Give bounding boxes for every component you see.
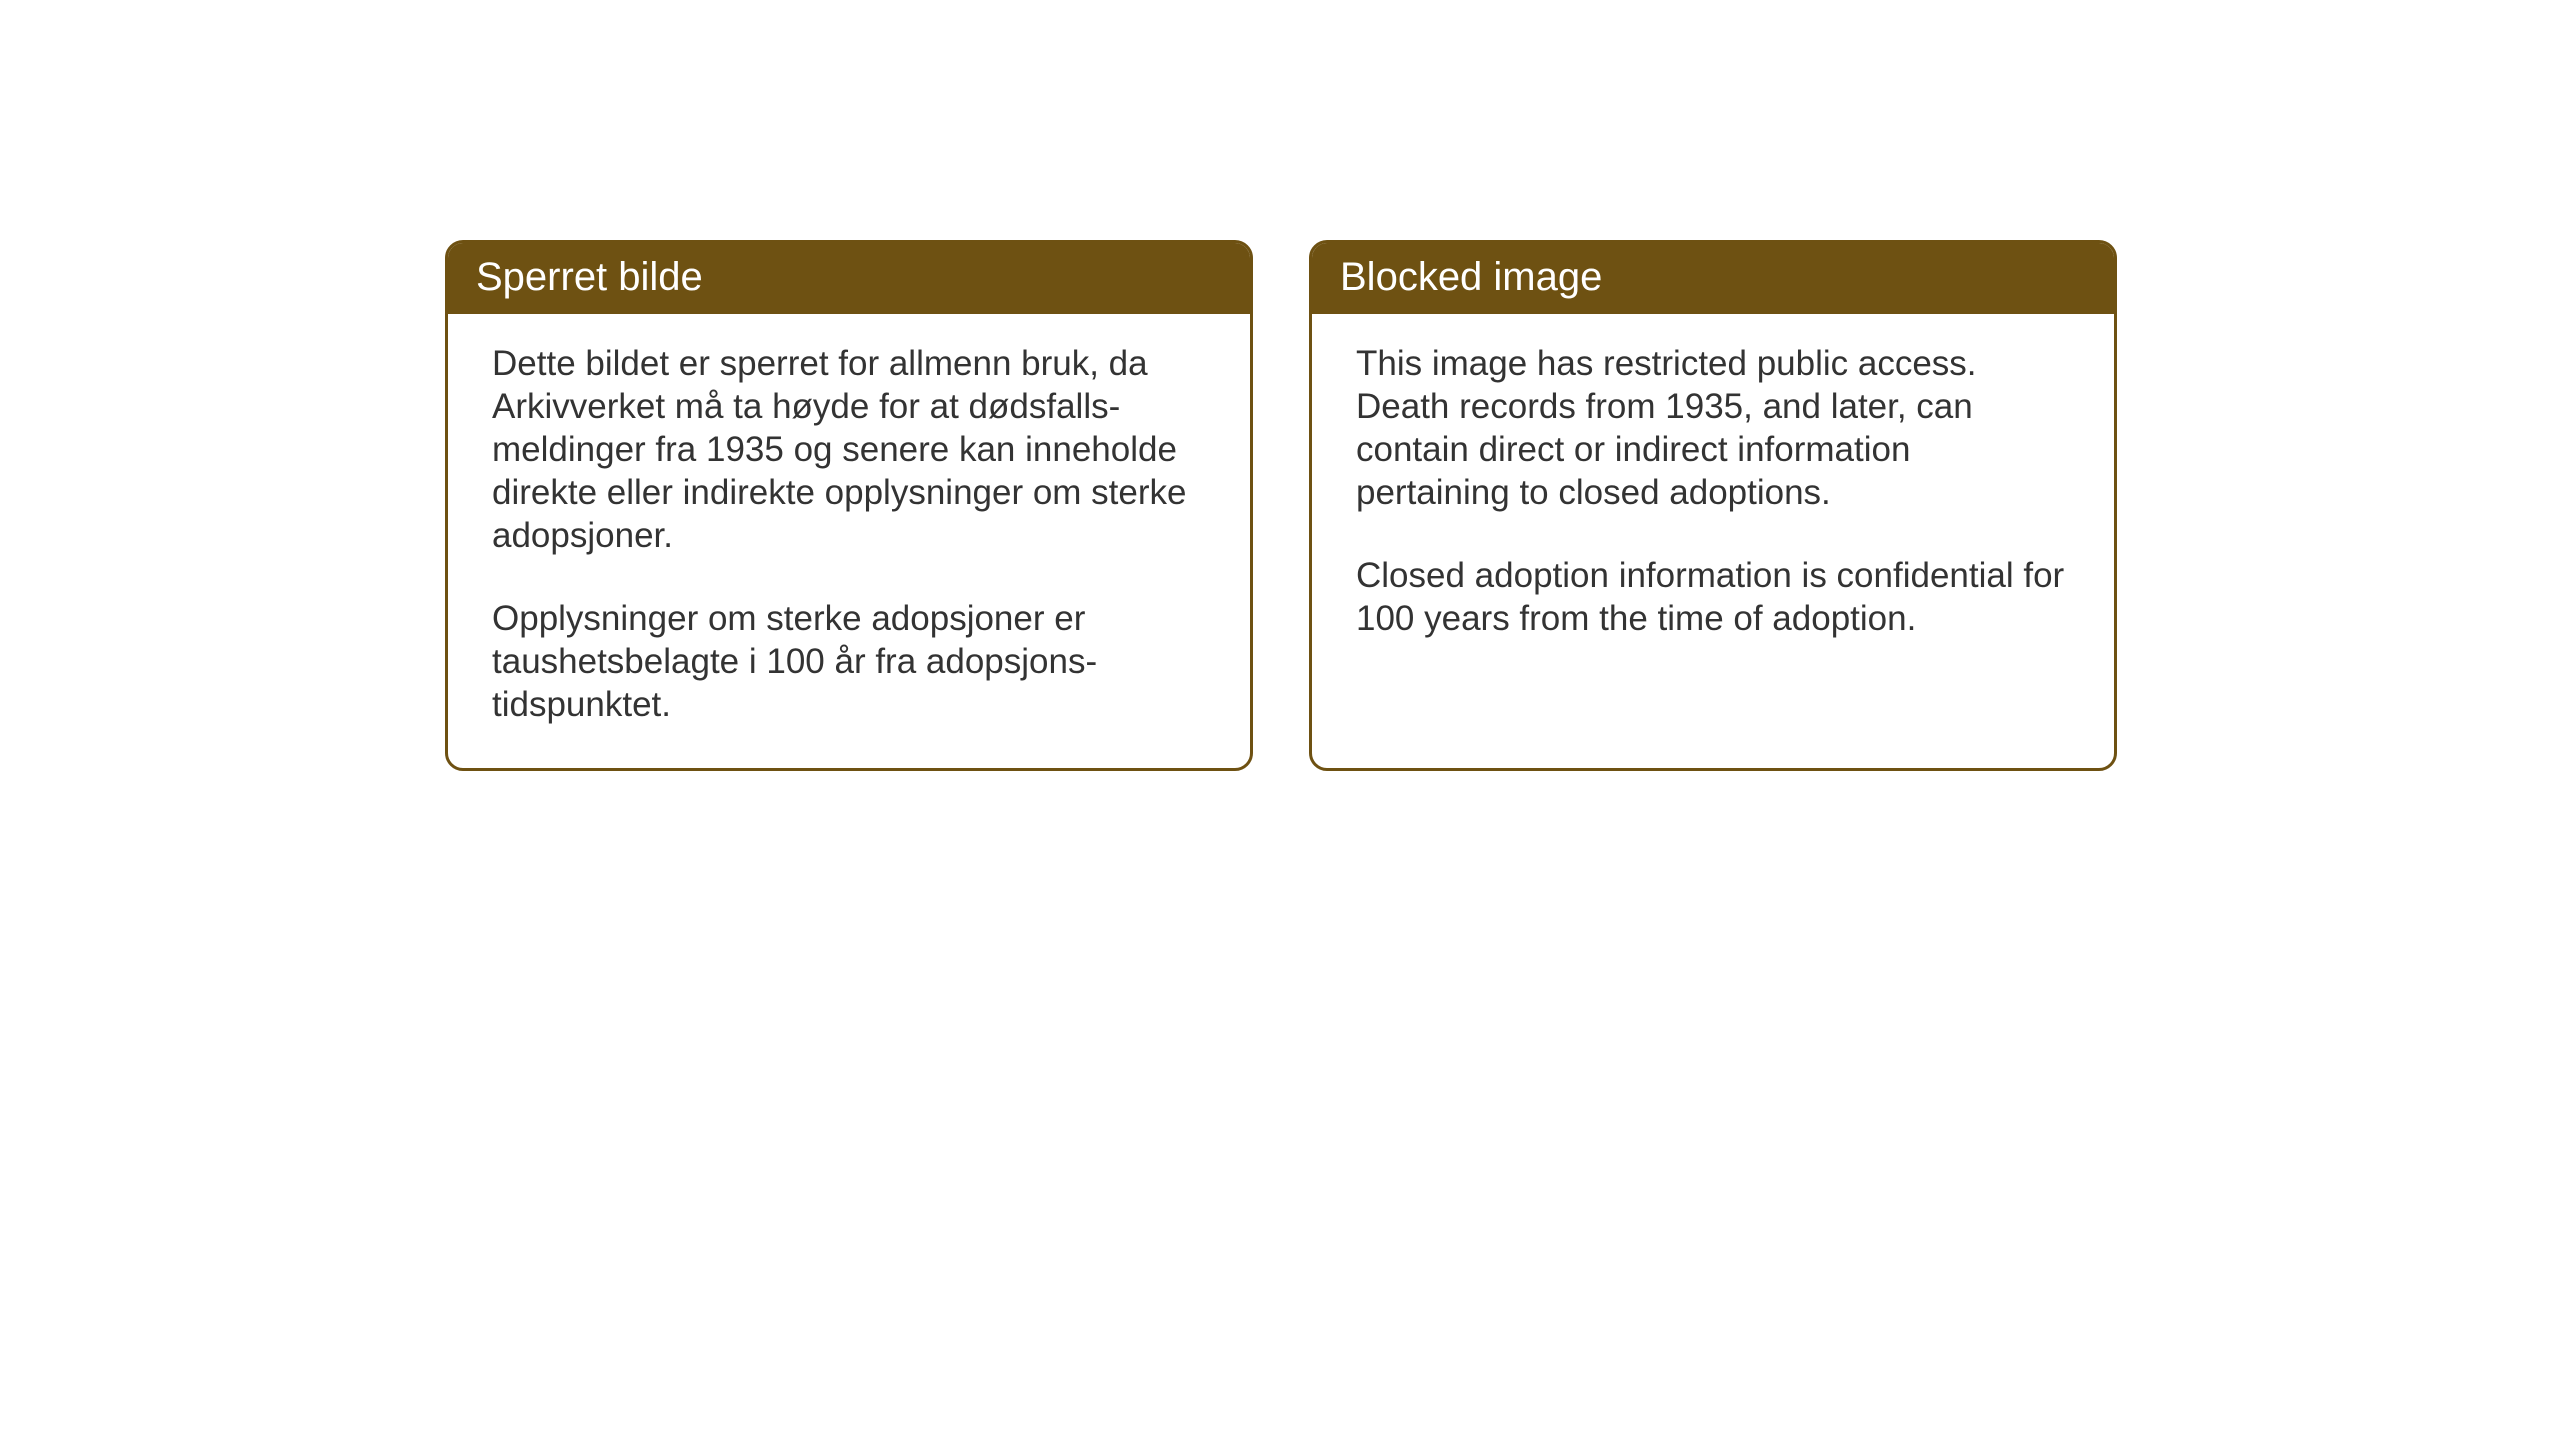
notice-card-norwegian: Sperret bilde Dette bildet er sperret fo… [445, 240, 1253, 771]
card-body-english: This image has restricted public access.… [1312, 314, 2114, 682]
paragraph-norwegian-1: Dette bildet er sperret for allmenn bruk… [492, 342, 1206, 557]
card-body-norwegian: Dette bildet er sperret for allmenn bruk… [448, 314, 1250, 768]
notice-card-english: Blocked image This image has restricted … [1309, 240, 2117, 771]
card-header-norwegian: Sperret bilde [448, 243, 1250, 314]
card-header-english: Blocked image [1312, 243, 2114, 314]
paragraph-norwegian-2: Opplysninger om sterke adopsjoner er tau… [492, 597, 1206, 726]
notice-cards-container: Sperret bilde Dette bildet er sperret fo… [445, 240, 2117, 771]
paragraph-english-2: Closed adoption information is confident… [1356, 554, 2070, 640]
paragraph-english-1: This image has restricted public access.… [1356, 342, 2070, 514]
